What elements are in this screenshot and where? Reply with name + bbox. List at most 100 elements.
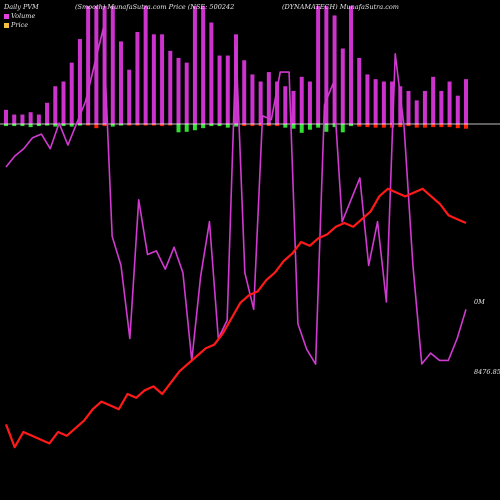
volume-bar-down xyxy=(225,124,230,128)
volume-bar-up xyxy=(12,114,17,124)
volume-bar-up xyxy=(209,22,214,124)
volume-bar-up xyxy=(439,90,444,124)
volume-bar-down xyxy=(381,124,386,128)
volume-bar-down xyxy=(266,124,271,127)
volume-bar-down xyxy=(86,124,91,126)
volume-bar-down xyxy=(143,124,148,126)
volume-bar-down xyxy=(234,124,238,127)
volume-bar-down xyxy=(127,124,132,126)
volume-bar-down xyxy=(422,124,427,128)
legend-volume-swatch xyxy=(4,13,9,19)
volume-bar-down xyxy=(61,124,66,127)
chart-title-center: (Smooth) MunafaSutra.com Price (NSE: 500… xyxy=(75,3,235,11)
volume-bar-down xyxy=(340,124,345,133)
legend-price-label: Price xyxy=(11,21,29,29)
chart-title-left: Daily PVM xyxy=(4,3,39,11)
volume-bar-down xyxy=(28,124,33,128)
volume-bar-down xyxy=(258,124,263,127)
legend-price-swatch xyxy=(4,22,9,28)
volume-bar-down xyxy=(192,124,197,131)
volume-bar-up xyxy=(447,81,452,124)
volume-bar-up xyxy=(390,81,395,124)
volume-bar-down xyxy=(168,124,173,126)
volume-bar-down xyxy=(45,124,50,126)
volume-bar-up xyxy=(192,6,197,124)
volume-bar-up xyxy=(225,55,230,125)
legend-price: Price xyxy=(4,21,28,29)
volume-bar-down xyxy=(406,124,411,127)
volume-bar-up xyxy=(299,76,304,124)
volume-bar-down xyxy=(209,124,214,127)
volume-bar-up xyxy=(69,62,74,124)
volume-bar-up xyxy=(357,57,362,124)
volume-line xyxy=(5,27,467,365)
volume-bar-down xyxy=(20,124,25,127)
volume-bar-up xyxy=(365,74,370,124)
volume-bar-up xyxy=(250,74,255,124)
volume-bar-down xyxy=(307,124,312,130)
volume-bar-down xyxy=(275,124,280,127)
volume-bar-down xyxy=(176,124,181,133)
volume-bar-up xyxy=(4,109,8,124)
volume-bar-up xyxy=(431,76,436,124)
price-last-label: 8476.85 xyxy=(474,368,500,376)
volume-bar-down xyxy=(414,124,419,128)
volume-bar-down xyxy=(69,124,74,127)
volume-bar-up xyxy=(94,6,99,124)
volume-bar-down xyxy=(373,124,378,128)
volume-bar-down xyxy=(36,124,41,127)
volume-bar-down xyxy=(12,124,17,127)
volume-bar-up xyxy=(86,6,91,124)
volume-bar-down xyxy=(102,124,107,127)
volume-bar-down xyxy=(357,124,362,127)
legend-volume: Volume xyxy=(4,12,35,20)
volume-bar-down xyxy=(324,124,329,132)
volume-bar-down xyxy=(398,124,403,128)
volume-bar-down xyxy=(332,124,337,128)
volume-bar-up xyxy=(135,31,140,124)
volume-bar-down xyxy=(184,124,189,132)
volume-bar-down xyxy=(439,124,444,128)
volume-bar-up xyxy=(160,34,165,124)
volume-bar-up xyxy=(266,72,271,124)
volume-bar-up xyxy=(406,90,411,124)
volume-bar-down xyxy=(464,124,468,129)
volume-bar-down xyxy=(447,124,452,128)
volume-bar-up xyxy=(28,112,33,124)
volume-last-label: 0M xyxy=(474,298,485,306)
volume-bar-up xyxy=(464,79,468,124)
volume-bar-up xyxy=(217,55,222,125)
volume-bar-up xyxy=(349,6,353,124)
volume-bar-up xyxy=(127,69,132,124)
volume-bar-up xyxy=(398,86,403,124)
volume-bar-up xyxy=(201,6,206,124)
volume-bar-down xyxy=(119,124,123,126)
volume-bar-up xyxy=(316,6,321,124)
volume-bar-down xyxy=(151,124,156,126)
volume-bar-down xyxy=(291,124,296,129)
volume-bar-down xyxy=(201,124,206,129)
volume-bar-down xyxy=(217,124,222,127)
volume-bar-down xyxy=(94,124,99,129)
volume-bar-up xyxy=(151,34,156,124)
volume-bar-up xyxy=(414,100,419,124)
volume-bar-up xyxy=(110,6,115,124)
volume-bar-up xyxy=(455,95,460,124)
volume-bar-up xyxy=(258,81,263,124)
volume-bar-down xyxy=(349,124,353,127)
volume-bar-up xyxy=(20,114,25,124)
volume-bar-up xyxy=(143,6,148,124)
volume-bar-down xyxy=(283,124,288,128)
volume-bar-up xyxy=(77,39,82,124)
volume-bar-down xyxy=(365,124,370,128)
volume-bar-up xyxy=(119,41,123,124)
volume-bar-up xyxy=(45,102,50,124)
volume-bar-up xyxy=(324,6,329,124)
chart-title-right: (DYNAMATECH) MunafaSutra.com xyxy=(282,3,399,11)
volume-bar-down xyxy=(110,124,115,127)
volume-bar-down xyxy=(431,124,436,128)
volume-bar-down xyxy=(77,124,82,126)
volume-bar-up xyxy=(332,15,337,124)
volume-bar-up xyxy=(275,81,280,124)
